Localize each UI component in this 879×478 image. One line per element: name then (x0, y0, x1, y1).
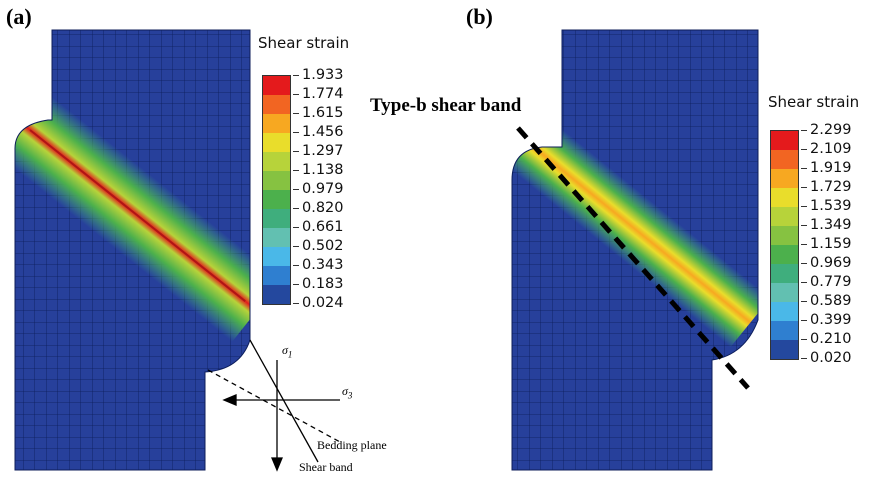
colorbar-a-tick: 0.343 (293, 257, 344, 273)
colorbar-a-title: Shear strain (258, 34, 350, 52)
type-b-band-dashed-line (516, 126, 750, 390)
colorbar-a-tick: 1.456 (293, 124, 344, 140)
shear-band-line (249, 339, 319, 463)
colorbar-a-tick: 1.297 (293, 143, 344, 159)
colorbar-b-tick: 2.109 (801, 141, 852, 157)
colorbar-b-tick: 0.589 (801, 293, 852, 309)
sigma3-label: σ3 (342, 384, 353, 401)
colorbar-a-tick: 0.183 (293, 276, 344, 292)
colorbar-b (770, 130, 799, 360)
colorbar-b-tick: 0.779 (801, 274, 852, 290)
specimen-a (14, 29, 251, 471)
colorbar-b-tick: 1.729 (801, 179, 852, 195)
specimen-b (511, 29, 759, 471)
colorbar-a-tick: 1.615 (293, 105, 344, 121)
colorbar-a-tick: 0.979 (293, 181, 344, 197)
sigma1-label: σ1 (282, 343, 293, 360)
colorbar-a-tick: 0.024 (293, 295, 344, 311)
colorbar-a (262, 75, 291, 305)
colorbar-a-tick: 1.933 (293, 67, 344, 83)
colorbar-b-tick: 1.159 (801, 236, 852, 252)
colorbar-b-tick: 0.020 (801, 350, 852, 366)
colorbar-a-tick: 1.774 (293, 86, 344, 102)
colorbar-b-tick: 1.349 (801, 217, 852, 233)
panel-a-label: (a) (6, 4, 32, 29)
colorbar-b-tick: 2.299 (801, 122, 852, 138)
shear-band-label: Shear band (299, 460, 353, 474)
colorbar-a-tick: 1.138 (293, 162, 344, 178)
type-b-annotation: Type-b shear band (370, 95, 522, 116)
colorbar-b-title: Shear strain (768, 93, 860, 111)
panel-b-label: (b) (466, 4, 493, 29)
colorbar-b-tick: 1.919 (801, 160, 852, 176)
colorbar-a-tick: 0.502 (293, 238, 344, 254)
shear-band-a (14, 92, 250, 342)
colorbar-b-tick: 0.969 (801, 255, 852, 271)
stress-diagram (207, 339, 341, 472)
colorbar-b-tick: 0.399 (801, 312, 852, 328)
shear-band-b (512, 108, 758, 348)
colorbar-a-tick: 0.661 (293, 219, 344, 235)
colorbar-a-tick: 0.820 (293, 200, 344, 216)
colorbar-b-tick: 0.210 (801, 331, 852, 347)
bedding-plane-label: Bedding plane (317, 438, 387, 452)
bedding-plane-line (207, 369, 341, 443)
colorbar-b-tick: 1.539 (801, 198, 852, 214)
